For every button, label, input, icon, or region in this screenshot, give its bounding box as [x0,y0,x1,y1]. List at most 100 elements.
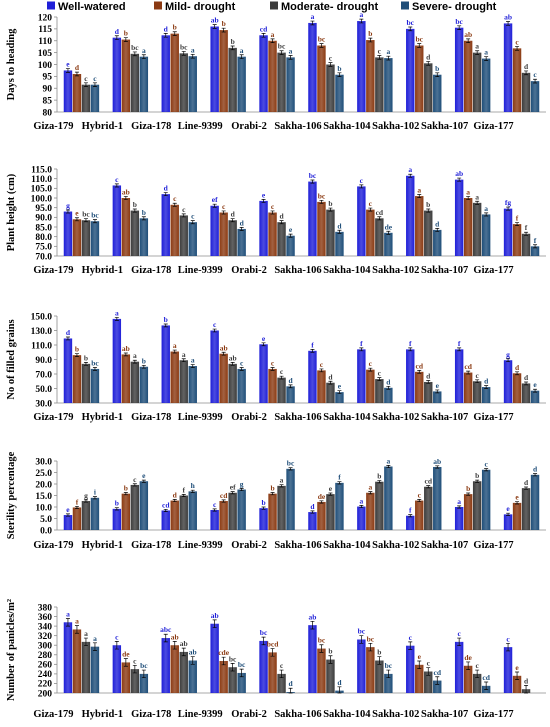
significance-letter-well-watered: e [262,334,266,343]
significance-letter-severe-drought: f [534,236,537,245]
bar-severe-drought [433,466,442,530]
significance-letter-moderate-drought: d [524,373,529,382]
bar-mild-drought [72,629,82,693]
significance-letter-severe-drought: e [533,380,537,389]
significance-letter-moderate-drought: bc [131,43,139,52]
bar-mild-drought [268,493,277,530]
error-bar [132,51,137,57]
significance-letter-severe-drought: a [484,48,488,57]
error-bar [74,505,79,509]
y-tick-label: 10.0 [35,503,52,513]
significance-letter-well-watered: e [262,190,266,199]
error-bar [368,367,373,372]
error-bar [386,465,391,469]
significance-letter-mild-drought: c [320,360,324,369]
bar-severe-drought [90,368,100,403]
legend-item-mild-drought: Mild- drought [154,1,236,13]
bar-severe-drought [188,222,197,256]
significance-letter-severe-drought: a [93,634,97,643]
bar-well-watered [112,37,122,112]
significance-letter-severe-drought: i [94,488,96,497]
error-bar [163,508,168,512]
x-category-label: Line-9399 [178,121,223,132]
significance-letter-mild-drought: ab [171,632,179,641]
significance-letter-well-watered: b [115,499,119,508]
y-axis-label: No of filled grains [6,319,17,399]
bar-severe-drought [237,672,246,693]
error-bar [114,35,119,40]
bar-well-watered [454,507,464,530]
error-bar [533,244,538,249]
x-category-label: Giza-177 [473,265,513,276]
significance-letter-mild-drought: ab [464,30,472,39]
y-tick-label: 75.0 [35,243,52,253]
bar-well-watered [357,21,366,113]
error-bar [377,55,382,60]
error-bar [435,228,440,232]
error-bar [319,644,324,653]
error-bar [163,192,168,197]
error-bar [515,671,520,680]
significance-letter-severe-drought: d [386,377,391,386]
significance-letter-moderate-drought: bc [180,42,188,51]
x-category-label: Orabi-2 [231,121,267,132]
significance-letter-mild-drought: c [369,359,373,368]
significance-letter-severe-drought: ab [189,648,197,657]
y-tick-label: 85.0 [35,223,52,233]
bar-well-watered [503,23,513,113]
significance-letter-well-watered: a [115,308,119,317]
bar-well-watered [308,512,317,530]
error-bar [466,370,471,375]
x-category-label: Giza-177 [473,709,513,720]
bar-well-watered [259,508,268,530]
bar-well-watered [503,514,513,530]
significance-letter-moderate-drought: c [133,656,137,665]
error-bar [239,54,244,59]
bar-moderate-drought [228,220,237,256]
bar-moderate-drought [81,84,91,112]
error-bar [417,194,422,198]
bar-mild-drought [463,665,473,693]
x-category-label: Sakha-107 [421,540,468,551]
error-bar [506,206,511,211]
significance-letter-well-watered: a [66,609,70,618]
significance-letter-moderate-drought: c [329,54,333,63]
significance-letter-severe-drought: d [484,377,489,386]
bar-well-watered [454,349,464,403]
bar-mild-drought [121,198,131,256]
bar-mild-drought [121,354,131,403]
error-bar [230,362,235,366]
bar-well-watered [210,623,219,693]
significance-letter-severe-drought: c [191,212,195,221]
bar-severe-drought [481,214,491,256]
error-bar [524,231,529,236]
bar-mild-drought [512,373,522,403]
significance-letter-well-watered: c [213,320,217,329]
bar-mild-drought [268,652,277,693]
y-tick-label: 80.0 [35,233,52,243]
bar-well-watered [161,325,170,403]
x-category-label: Sakha-104 [323,709,371,720]
significance-letter-moderate-drought: ef [230,483,236,492]
significance-letter-mild-drought: cd [416,361,424,370]
x-category-label: Sakha-106 [274,709,321,720]
significance-letter-moderate-drought: c [378,369,382,378]
bar-moderate-drought [472,381,482,403]
significance-letter-mild-drought: c [418,490,422,499]
error-bar [261,33,266,38]
significance-letter-mild-drought: de [122,650,130,659]
error-bar [310,179,315,184]
y-tick-label: 380 [38,603,53,613]
error-bar [212,619,217,628]
bar-mild-drought [170,500,179,530]
significance-letter-mild-drought: bc [367,634,375,643]
error-bar [475,50,480,55]
